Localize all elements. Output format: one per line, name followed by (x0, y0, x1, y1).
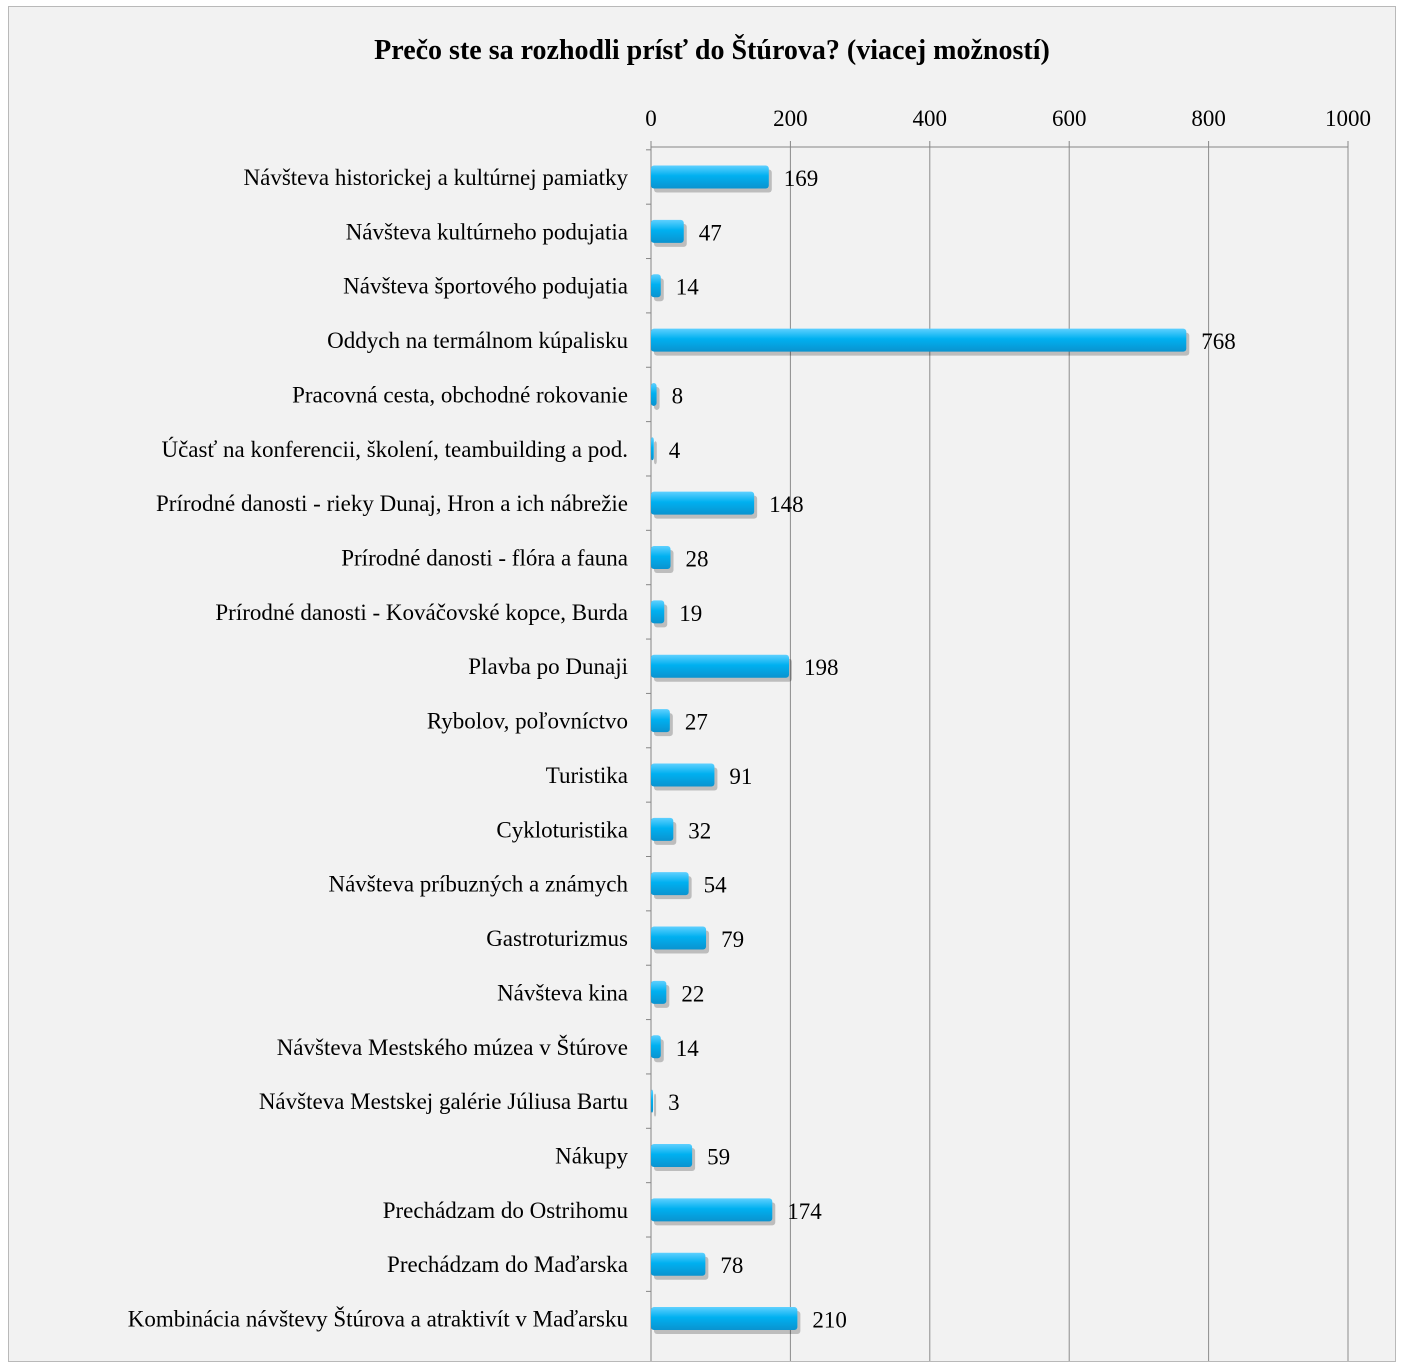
data-label: 28 (686, 547, 709, 572)
data-label: 79 (721, 927, 744, 952)
x-tick-label: 200 (773, 106, 808, 131)
bar (651, 980, 667, 1004)
x-tick-label: 600 (1052, 106, 1087, 131)
category-label: Pracovná cesta, obchodné rokovanie (292, 382, 628, 407)
data-label: 91 (729, 764, 752, 789)
bar (651, 872, 689, 896)
bar (651, 763, 715, 787)
data-label: 3 (668, 1090, 680, 1115)
bar (651, 1198, 773, 1222)
category-label: Prírodné danosti - rieky Dunaj, Hron a i… (156, 491, 628, 516)
category-label: Návšteva športového podujatia (343, 274, 628, 299)
category-label: Kombinácia návštevy Štúrova a atraktivít… (128, 1306, 629, 1332)
category-label: Prírodné danosti - flóra a fauna (341, 546, 628, 571)
x-tick-label: 800 (1191, 106, 1226, 131)
bars: Návšteva historickej a kultúrnej pamiatk… (128, 165, 1236, 1335)
bar (651, 274, 661, 298)
bar (651, 654, 790, 678)
bar-shadow (654, 441, 657, 465)
bar (651, 600, 665, 624)
bar (651, 491, 755, 515)
category-label: Nákupy (555, 1143, 628, 1168)
bar (651, 219, 684, 243)
bar (651, 817, 674, 841)
category-label: Rybolov, poľovníctvo (427, 709, 628, 734)
chart-frame: Prečo ste sa rozhodli prísť do Štúrova? … (8, 6, 1396, 1362)
data-label: 27 (685, 710, 708, 735)
bar (651, 1143, 693, 1167)
category-label: Návšteva historickej a kultúrnej pamiatk… (244, 165, 629, 190)
data-label: 198 (804, 655, 839, 680)
bar (651, 709, 670, 733)
bar (651, 926, 707, 950)
data-label: 8 (672, 383, 684, 408)
data-label: 14 (676, 1036, 700, 1061)
category-label: Účasť na konferencii, školení, teambuild… (161, 436, 628, 462)
data-label: 148 (769, 492, 804, 517)
category-label: Cykloturistika (496, 817, 628, 842)
category-label: Gastroturizmus (486, 926, 628, 951)
category-label: Plavba po Dunaji (468, 654, 628, 679)
category-label: Návšteva kultúrneho podujatia (346, 219, 628, 244)
data-label: 22 (681, 981, 704, 1006)
x-tick-label: 400 (913, 106, 948, 131)
bar (651, 1252, 706, 1276)
category-label: Prechádzam do Ostrihomu (383, 1198, 629, 1223)
data-label: 210 (812, 1308, 847, 1333)
bar-chart: Prečo ste sa rozhodli prísť do Štúrova? … (128, 35, 1371, 1361)
category-label: Oddych na termálnom kúpalisku (327, 328, 628, 353)
data-label: 78 (720, 1253, 743, 1278)
data-label: 14 (676, 275, 700, 300)
category-label: Návšteva Mestskej galérie Júliusa Bartu (259, 1089, 629, 1114)
x-axis-ticks: 0 200 400 600 800 1000 (645, 106, 1371, 131)
category-label: Prírodné danosti - Kováčovské kopce, Bur… (215, 600, 628, 625)
data-label: 47 (699, 220, 722, 245)
bar (651, 328, 1187, 352)
data-label: 32 (688, 818, 711, 843)
category-label: Turistika (546, 763, 628, 788)
data-label: 54 (704, 873, 728, 898)
category-label: Návšteva príbuzných a známych (328, 872, 628, 897)
bar-shadow (654, 1093, 657, 1117)
bar (651, 1307, 798, 1331)
data-label: 768 (1201, 329, 1236, 354)
x-tick-label: 1000 (1325, 106, 1371, 131)
x-tick-label: 0 (645, 106, 657, 131)
bar (651, 1089, 654, 1113)
data-label: 169 (784, 166, 819, 191)
bar (651, 546, 671, 570)
bar (651, 437, 654, 461)
category-label: Prechádzam do Maďarska (387, 1252, 628, 1277)
bar (651, 382, 657, 406)
category-label: Návšteva kina (497, 980, 628, 1005)
data-label: 59 (707, 1144, 730, 1169)
data-label: 174 (787, 1199, 822, 1224)
data-label: 4 (669, 438, 681, 463)
category-label: Návšteva Mestského múzea v Štúrove (277, 1034, 628, 1060)
bar (651, 165, 769, 189)
chart-title: Prečo ste sa rozhodli prísť do Štúrova? … (374, 35, 1050, 66)
bar (651, 1035, 661, 1059)
gridlines (646, 141, 1349, 1361)
data-label: 19 (679, 601, 702, 626)
